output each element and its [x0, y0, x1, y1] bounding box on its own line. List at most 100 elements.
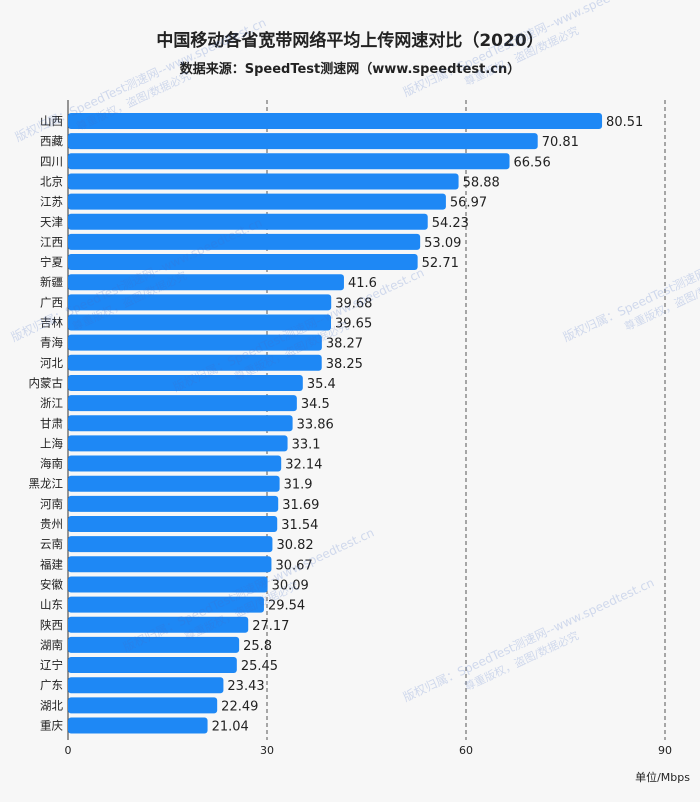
unit-label: 单位/Mbps	[635, 770, 690, 784]
value-label: 25.45	[241, 659, 278, 674]
bar	[68, 294, 332, 311]
bar	[68, 254, 418, 271]
bar	[68, 395, 297, 412]
value-label: 56.97	[450, 196, 487, 211]
bar	[68, 133, 538, 150]
value-label: 33.86	[297, 417, 334, 432]
bar	[68, 435, 288, 452]
value-label: 27.17	[252, 619, 289, 634]
value-label: 70.81	[542, 135, 579, 150]
value-label: 33.1	[292, 437, 321, 452]
bar	[68, 314, 332, 331]
category-label: 贵州	[40, 517, 63, 531]
category-label: 天津	[40, 215, 63, 229]
bar	[68, 697, 218, 714]
category-label: 河南	[40, 497, 63, 511]
value-label: 31.9	[284, 478, 313, 493]
value-label: 21.04	[212, 720, 249, 735]
value-label: 53.09	[424, 236, 461, 251]
value-label: 23.43	[227, 679, 264, 694]
value-label: 52.71	[422, 256, 459, 271]
category-label: 河北	[40, 356, 63, 370]
bar	[68, 677, 224, 694]
value-label: 39.65	[335, 317, 372, 332]
category-label: 四川	[40, 154, 63, 168]
category-label: 广东	[40, 678, 63, 692]
bar	[68, 354, 322, 371]
category-label: 云南	[40, 537, 63, 551]
x-tick-label: 0	[65, 744, 72, 757]
bar	[68, 576, 268, 593]
bar	[68, 274, 344, 291]
category-label: 海南	[40, 457, 63, 471]
bar	[68, 173, 459, 190]
bar	[68, 193, 446, 210]
bar	[68, 657, 237, 674]
value-label: 41.6	[348, 276, 377, 291]
bar	[68, 616, 249, 633]
bar	[68, 415, 293, 432]
bar	[68, 636, 240, 653]
value-label: 39.68	[335, 296, 372, 311]
value-label: 29.54	[268, 599, 305, 614]
value-label: 30.82	[276, 538, 313, 553]
x-tick-label: 90	[658, 744, 672, 757]
x-tick-label: 60	[459, 744, 473, 757]
value-label: 35.4	[307, 377, 336, 392]
bar	[68, 475, 280, 492]
bar	[68, 556, 272, 573]
category-label: 甘肃	[40, 416, 63, 430]
category-label: 新疆	[40, 275, 63, 289]
bar	[68, 213, 428, 230]
value-label: 38.27	[326, 337, 363, 352]
category-label: 湖南	[40, 638, 63, 652]
bar	[68, 516, 278, 532]
category-label: 浙江	[40, 396, 63, 410]
value-label: 34.5	[301, 397, 330, 412]
category-label: 湖北	[40, 698, 63, 712]
category-label: 江西	[40, 235, 63, 249]
chart-subtitle: 数据来源：SpeedTest测速网（www.speedtest.cn）	[179, 62, 521, 77]
category-label: 江苏	[40, 195, 63, 209]
value-label: 54.23	[432, 216, 469, 231]
value-label: 31.54	[281, 518, 318, 533]
value-label: 58.88	[463, 175, 500, 190]
category-label: 青海	[40, 336, 63, 350]
category-label: 上海	[40, 436, 63, 450]
bar	[68, 717, 208, 734]
category-label: 辽宁	[40, 658, 63, 672]
bar	[68, 153, 510, 170]
category-label: 吉林	[40, 316, 63, 330]
bar	[68, 596, 264, 613]
category-label: 内蒙古	[29, 376, 64, 390]
bar	[68, 495, 279, 512]
value-label: 38.25	[326, 357, 363, 372]
value-label: 25.8	[243, 639, 272, 654]
bar	[68, 113, 603, 129]
category-label: 广西	[40, 295, 63, 309]
value-label: 22.49	[221, 699, 258, 714]
category-label: 黑龙江	[29, 477, 64, 491]
category-label: 重庆	[40, 719, 63, 733]
category-label: 北京	[40, 174, 63, 188]
category-label: 福建	[40, 557, 63, 571]
bar	[68, 455, 282, 472]
category-label: 宁夏	[40, 255, 63, 269]
value-label: 32.14	[285, 458, 322, 473]
value-label: 66.56	[514, 155, 551, 170]
bar	[68, 334, 322, 351]
x-tick-label: 30	[260, 744, 274, 757]
value-label: 80.51	[606, 115, 643, 130]
value-label: 30.09	[272, 578, 309, 593]
category-label: 陕西	[40, 618, 63, 632]
bar	[68, 536, 273, 553]
value-label: 31.69	[282, 498, 319, 513]
category-label: 安徽	[40, 577, 63, 591]
value-label: 30.67	[275, 558, 312, 573]
category-label: 山东	[40, 598, 63, 612]
category-label: 山西	[40, 114, 63, 128]
chart-title: 中国移动各省宽带网络平均上传网速对比（2020）	[156, 31, 544, 51]
bar	[68, 374, 303, 391]
bar	[68, 233, 421, 250]
